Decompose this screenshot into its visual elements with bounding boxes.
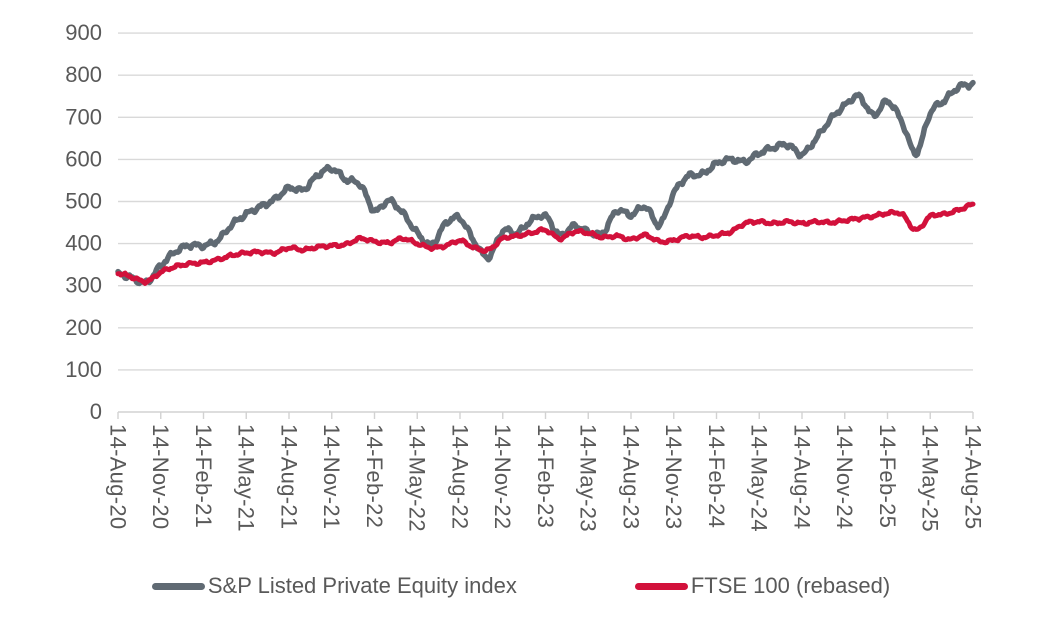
legend-label-sp-listed-pe: S&P Listed Private Equity index [207, 573, 517, 598]
x-tick-label: 14-Feb-25 [875, 424, 900, 528]
x-tick-label: 14-Feb-23 [533, 424, 558, 528]
legend-label-ftse-100: FTSE 100 (rebased) [690, 573, 891, 598]
y-tick-label: 100 [65, 357, 102, 382]
y-tick-label: 400 [65, 231, 102, 256]
x-tick-label: 14-May-25 [918, 424, 943, 532]
y-tick-label: 800 [65, 62, 102, 87]
legend-swatch-sp-listed-pe-icon [151, 582, 205, 590]
x-tick-label: 14-Aug-23 [618, 424, 643, 529]
legend-swatch-ftse-100-icon [634, 582, 688, 590]
x-tick-label: 14-Aug-22 [447, 424, 472, 529]
y-tick-label: 500 [65, 189, 102, 214]
x-tick-label: 14-Feb-24 [704, 424, 729, 528]
x-tick-label: 14-Aug-21 [276, 424, 301, 529]
x-tick-label: 14-Nov-21 [319, 424, 344, 529]
chart-legend: S&P Listed Private Equity index FTSE 100… [0, 573, 1042, 599]
x-tick-label: 14-Aug-24 [789, 424, 814, 529]
x-tick-label: 14-Nov-22 [490, 424, 515, 529]
y-tick-label: 600 [65, 146, 102, 171]
x-tick-label: 14-May-21 [234, 424, 259, 532]
x-tick-label: 14-Nov-24 [832, 424, 857, 529]
y-tick-label: 900 [65, 20, 102, 45]
line-chart-plot: 0 100 200 300 400 500 600 700 800 900 14-Aug-20 14-… [65, 20, 985, 532]
legend-item-sp-listed-pe: S&P Listed Private Equity index [151, 573, 517, 599]
x-tick-label: 14-Nov-23 [661, 424, 686, 529]
x-tick-label: 14-Aug-25 [960, 424, 985, 529]
y-tick-label: 0 [90, 399, 102, 424]
legend-item-ftse-100: FTSE 100 (rebased) [634, 573, 891, 599]
x-tick-label: 14-Feb-22 [362, 424, 387, 528]
x-tick-label: 14-May-22 [405, 424, 430, 532]
x-tick-label: 14-Aug-20 [105, 424, 130, 529]
x-tick-label: 14-Feb-21 [191, 424, 216, 528]
y-tick-label: 200 [65, 315, 102, 340]
series-line-sp-listed-pe [115, 79, 976, 287]
x-tick-label: 14-May-24 [747, 424, 772, 532]
series-line-ftse-100 [115, 201, 976, 286]
y-tick-label: 700 [65, 104, 102, 129]
y-tick-label: 300 [65, 273, 102, 298]
x-tick-label: 14-May-23 [576, 424, 601, 532]
x-tick-label: 14-Nov-20 [148, 424, 173, 529]
